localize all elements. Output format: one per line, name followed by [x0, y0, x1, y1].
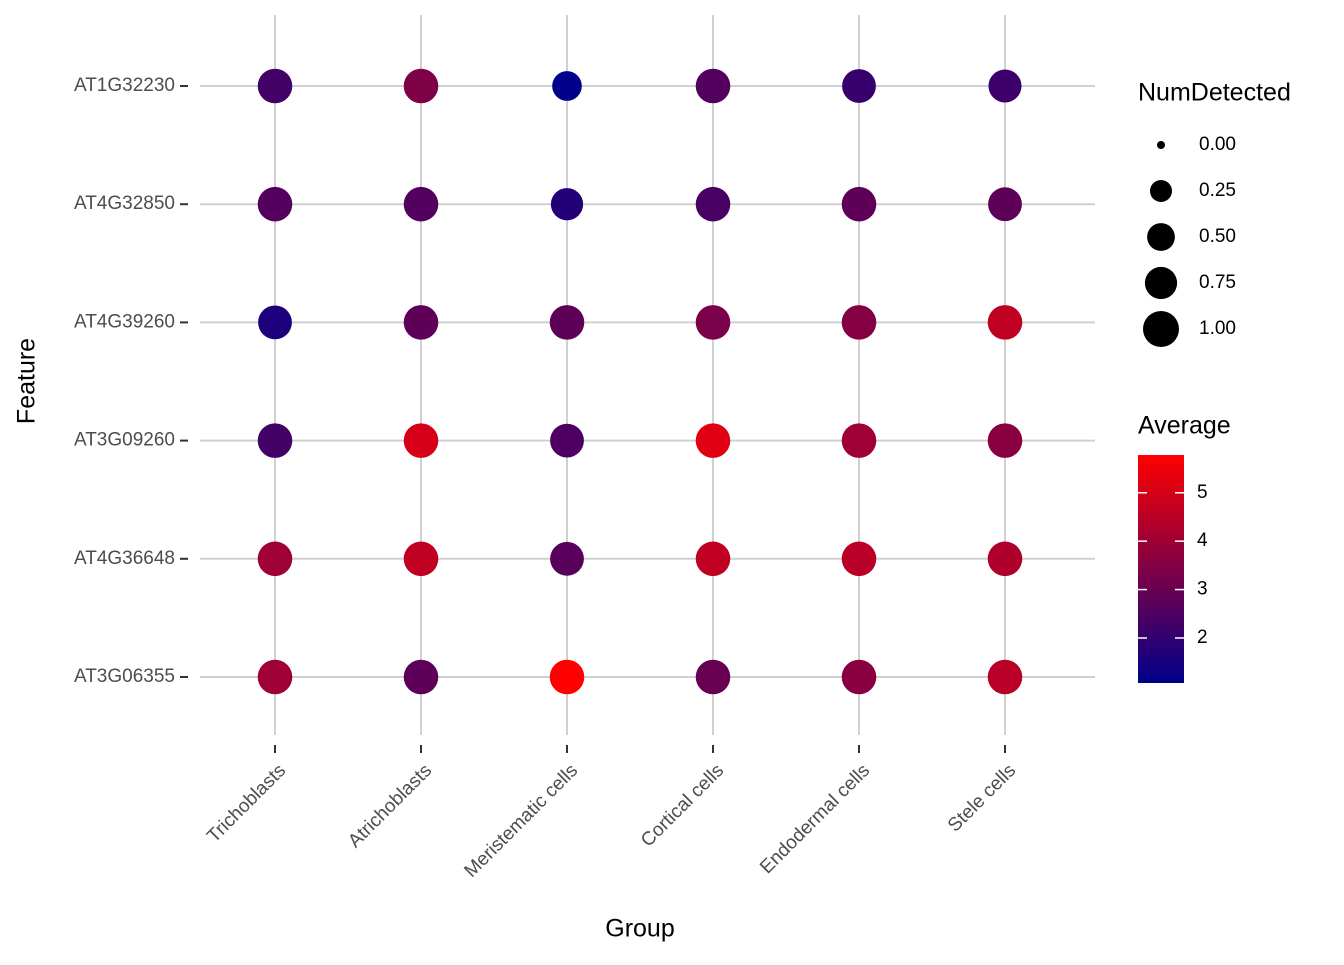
dot — [988, 187, 1022, 222]
dot — [841, 423, 877, 458]
dot — [841, 541, 877, 577]
dot — [695, 186, 731, 222]
dot — [549, 305, 585, 340]
size-legend-label: 0.00 — [1199, 134, 1236, 155]
dot — [987, 659, 1023, 695]
dot — [549, 659, 585, 695]
dot — [550, 541, 584, 576]
y-tick-label: AT4G36648 — [74, 548, 175, 569]
size-legend-title: NumDetected — [1138, 79, 1291, 107]
dot — [987, 423, 1023, 458]
dot — [403, 305, 439, 340]
dot — [403, 423, 439, 458]
dot — [257, 186, 293, 222]
size-legend-label: 0.75 — [1199, 272, 1236, 293]
size-legend-dot — [1157, 141, 1165, 149]
x-axis-title: Group — [605, 915, 674, 943]
y-tick-label: AT3G06355 — [74, 666, 175, 687]
size-legend-dot — [1147, 223, 1175, 251]
color-legend-title: Average — [1138, 412, 1231, 440]
x-tick-label: Cortical cells — [637, 760, 728, 851]
dot — [987, 305, 1023, 340]
dot — [403, 186, 439, 222]
y-tick-label: AT4G32850 — [74, 193, 175, 214]
size-legend-dot — [1144, 266, 1178, 300]
dot — [257, 541, 293, 577]
dot — [550, 188, 584, 221]
colorbar-label: 3 — [1197, 579, 1208, 600]
size-legend-dot — [1143, 311, 1179, 347]
size-legend-label: 0.25 — [1199, 180, 1236, 201]
dot — [257, 659, 293, 695]
dot — [695, 659, 731, 695]
dot — [695, 423, 731, 458]
y-axis-title: Feature — [13, 338, 41, 424]
x-tick-label: Endodermal cells — [756, 760, 874, 878]
dot — [552, 71, 582, 101]
size-legend-label: 0.50 — [1199, 226, 1236, 247]
dot — [695, 541, 731, 577]
y-tick-label: AT4G39260 — [74, 311, 175, 332]
colorbar-label: 2 — [1197, 627, 1208, 648]
size-legend-label: 1.00 — [1199, 318, 1236, 339]
dot — [841, 659, 877, 695]
dot — [257, 68, 293, 104]
dot — [695, 68, 731, 104]
y-tick-label: AT3G09260 — [74, 430, 175, 451]
x-tick-label: Atrichoblasts — [344, 760, 436, 852]
x-tick-label: Stele cells — [944, 760, 1020, 836]
y-tick-label: AT1G32230 — [74, 75, 175, 96]
dot — [258, 305, 292, 340]
dot — [403, 659, 439, 695]
dot — [257, 423, 293, 458]
dot — [841, 186, 877, 222]
dot — [987, 541, 1023, 577]
dot — [550, 423, 584, 458]
colorbar-label: 4 — [1197, 530, 1208, 551]
colorbar — [1138, 455, 1184, 683]
x-tick-label: Meristematic cells — [460, 760, 582, 882]
colorbar-label: 5 — [1197, 482, 1208, 503]
size-legend-dot — [1150, 180, 1172, 202]
dot — [841, 305, 877, 340]
dot — [988, 69, 1022, 103]
x-tick-label: Trichoblasts — [203, 760, 290, 847]
dot — [403, 541, 439, 577]
dot — [842, 69, 876, 103]
dot — [403, 68, 439, 104]
dot — [695, 305, 731, 340]
